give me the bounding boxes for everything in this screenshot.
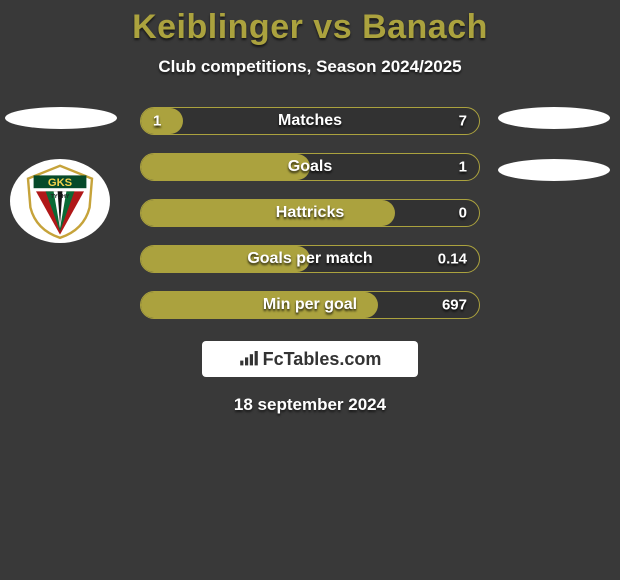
club1-badge: GKS TYCHY — [10, 159, 110, 243]
player2-avatar-placeholder — [498, 107, 610, 129]
left-avatars: GKS TYCHY — [5, 107, 117, 243]
stat-right-value: 697 — [442, 297, 467, 314]
stat-label: Hattricks — [276, 204, 344, 222]
title: Keiblinger vs Banach — [0, 8, 620, 47]
stat-rows: 1 Matches 7 Goals 1 Hattricks 0 Goals pe… — [140, 107, 480, 319]
gks-tychy-badge-icon: GKS TYCHY — [20, 161, 100, 241]
stat-row-hattricks: Hattricks 0 — [140, 199, 480, 227]
subtitle: Club competitions, Season 2024/2025 — [0, 57, 620, 77]
brand-label: FcTables.com — [263, 349, 382, 370]
stat-row-goals: Goals 1 — [140, 153, 480, 181]
vs-separator: vs — [313, 8, 362, 46]
stat-right-value: 0.14 — [438, 251, 467, 268]
club2-badge-placeholder — [498, 159, 610, 181]
stat-row-matches: 1 Matches 7 — [140, 107, 480, 135]
stat-row-min-per-goal: Min per goal 697 — [140, 291, 480, 319]
stat-right-value: 0 — [459, 205, 467, 222]
player1-name: Keiblinger — [132, 8, 303, 46]
stat-label: Matches — [278, 112, 342, 130]
stat-right-value: 7 — [459, 113, 467, 130]
date: 18 september 2024 — [0, 395, 620, 415]
player1-avatar-placeholder — [5, 107, 117, 129]
stat-label: Goals per match — [247, 250, 372, 268]
stats-block: GKS TYCHY 1 Matches 7 — [0, 107, 620, 319]
svg-text:GKS: GKS — [48, 177, 73, 189]
bar-chart-icon — [239, 351, 259, 367]
comparison-card: Keiblinger vs Banach Club competitions, … — [0, 0, 620, 415]
stat-label: Min per goal — [263, 296, 357, 314]
svg-text:TYCHY: TYCHY — [51, 194, 70, 200]
stat-left-value: 1 — [153, 113, 161, 130]
player2-name: Banach — [362, 8, 488, 46]
stat-fill — [141, 200, 395, 226]
brand-box[interactable]: FcTables.com — [202, 341, 418, 377]
stat-right-value: 1 — [459, 159, 467, 176]
stat-fill — [141, 154, 310, 180]
stat-fill — [141, 108, 183, 134]
stat-row-goals-per-match: Goals per match 0.14 — [140, 245, 480, 273]
right-avatars — [498, 107, 610, 181]
stat-label: Goals — [288, 158, 332, 176]
